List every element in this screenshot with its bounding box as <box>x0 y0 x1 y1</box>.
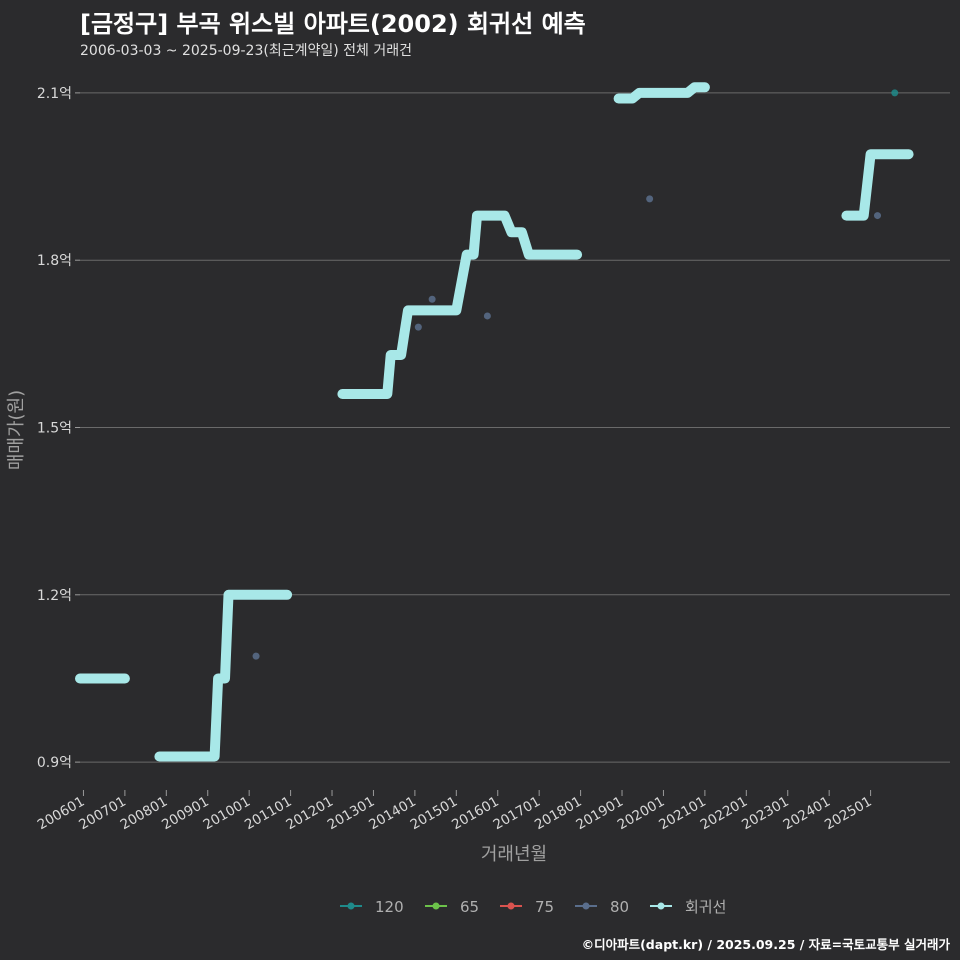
legend-label: 회귀선 <box>685 898 726 916</box>
x-tick-label: 200901 <box>159 794 212 834</box>
x-tick-label: 202501 <box>822 794 875 834</box>
y-tick-label: 2.1억 <box>37 86 72 102</box>
x-tick-label: 202201 <box>698 794 751 834</box>
data-point-120 <box>891 89 899 97</box>
legend-key-dot <box>347 902 355 910</box>
x-tick-label: 200801 <box>118 794 171 834</box>
regression-line-segment <box>613 82 710 104</box>
x-tick-label: 202101 <box>656 794 709 834</box>
legend-key-dot <box>432 902 440 910</box>
data-point-80 <box>646 195 654 203</box>
legend-label: 120 <box>375 898 404 916</box>
y-axis-label: 매매가(원) <box>6 390 27 470</box>
legend-key-dot <box>582 902 590 910</box>
x-tick-label: 202301 <box>739 794 792 834</box>
y-axis-ticks: 0.9억 1.2억 1.5억 1.8억 2.1억 <box>37 86 80 771</box>
x-tick-label: 201001 <box>201 794 254 834</box>
x-tick-label: 201401 <box>366 794 419 834</box>
credit-text: ©디아파트(dapt.kr) / 2025.09.25 / 자료=국토교통부 실… <box>581 937 950 952</box>
regression-line-segment <box>337 210 583 399</box>
x-tick-label: 200601 <box>35 794 88 834</box>
y-tick-label: 1.2억 <box>37 588 72 604</box>
legend-label: 65 <box>460 898 479 916</box>
x-axis-label: 거래년월 <box>481 844 547 865</box>
legend-key-dot <box>507 902 515 910</box>
data-point-80 <box>414 323 422 331</box>
legend: 120 65 75 80 회귀선 <box>340 898 726 916</box>
data-point-80 <box>252 652 260 660</box>
x-tick-label: 201701 <box>491 794 544 834</box>
regression-line-segment <box>154 589 293 762</box>
legend-label: 75 <box>535 898 554 916</box>
y-tick-label: 1.8억 <box>37 253 72 269</box>
x-tick-label: 201301 <box>325 794 378 834</box>
regression-line-layer <box>75 82 914 762</box>
legend-key-dot <box>657 902 665 910</box>
x-tick-label: 201801 <box>532 794 585 834</box>
x-tick-label: 201501 <box>408 794 461 834</box>
data-point-80 <box>483 312 491 320</box>
x-tick-label: 201601 <box>449 794 502 834</box>
x-tick-label: 201101 <box>242 794 295 834</box>
regression-line-segment <box>841 149 914 221</box>
y-tick-label: 1.5억 <box>37 421 72 437</box>
x-axis-ticks: 2006012007012008012009012010012011012012… <box>35 790 875 833</box>
x-tick-label: 200701 <box>76 794 129 834</box>
x-tick-label: 201901 <box>573 794 626 834</box>
x-tick-label: 201201 <box>283 794 336 834</box>
grid-lines <box>80 92 950 763</box>
data-point-80 <box>874 212 881 220</box>
x-tick-label: 202401 <box>781 794 834 834</box>
data-point-80 <box>428 295 436 303</box>
chart-subtitle: 2006-03-03 ~ 2025-09-23(최근계약일) 전체 거래건 <box>80 43 412 59</box>
legend-label: 80 <box>610 898 629 916</box>
data-point-layer <box>252 89 899 660</box>
x-tick-label: 202001 <box>615 794 668 834</box>
y-tick-label: 0.9억 <box>37 755 72 771</box>
chart-title: [금정구] 부곡 위스빌 아파트(2002) 회귀선 예측 <box>80 10 586 38</box>
